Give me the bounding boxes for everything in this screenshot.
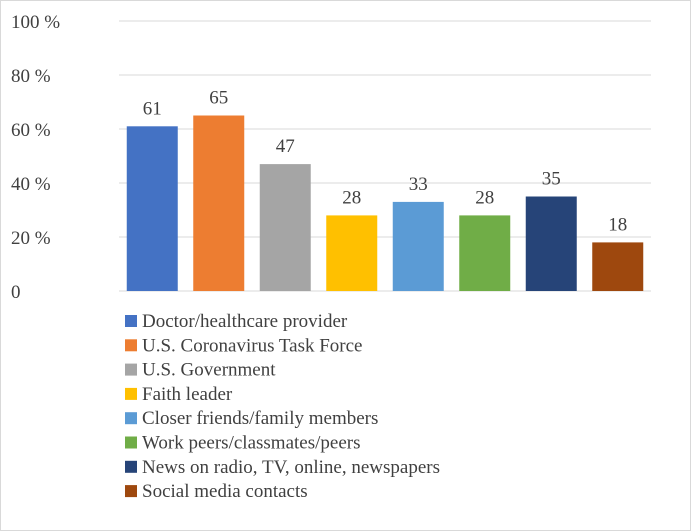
bar	[126, 126, 178, 291]
legend-label: Work peers/classmates/peers	[142, 433, 360, 454]
legend: Doctor/healthcare provider U.S. Coronavir…	[125, 311, 440, 502]
data-labels: 61 65 47 28 33 28 35 18	[143, 88, 628, 236]
bar	[326, 215, 378, 291]
legend-label: Closer friends/family members	[142, 408, 378, 429]
legend-label: U.S. Government	[142, 360, 276, 381]
data-label: 65	[209, 88, 228, 109]
legend-swatch	[125, 363, 137, 376]
legend-swatch	[125, 315, 137, 327]
y-tick-label: 40 %	[11, 174, 51, 195]
legend-swatch	[125, 387, 137, 400]
y-tick-label: 20 %	[11, 228, 51, 249]
y-tick-label: 80 %	[11, 66, 51, 87]
y-axis-ticks: 0 20 % 40 % 60 % 80 % 100 %	[11, 12, 60, 303]
data-label: 28	[342, 187, 361, 208]
legend-label: News on radio, TV, online, newspapers	[142, 457, 440, 478]
legend-swatch	[125, 485, 137, 498]
bar	[392, 201, 444, 291]
data-label: 61	[143, 98, 162, 119]
legend-swatch	[125, 412, 137, 425]
legend-swatch	[125, 460, 137, 473]
data-label: 28	[475, 187, 494, 208]
bar	[459, 215, 511, 291]
y-tick-label: 0	[11, 282, 21, 303]
bars	[126, 115, 644, 291]
y-tick-label: 100 %	[11, 12, 60, 33]
bar	[193, 115, 245, 291]
legend-swatch	[125, 436, 137, 449]
data-label: 33	[409, 174, 428, 195]
y-tick-label: 60 %	[11, 120, 51, 141]
data-label: 47	[276, 136, 295, 157]
bar	[259, 164, 311, 291]
legend-label: Doctor/healthcare provider	[142, 311, 348, 332]
data-label: 35	[542, 169, 561, 190]
legend-label: Faith leader	[142, 384, 233, 405]
legend-swatch	[125, 339, 137, 352]
legend-label: Social media contacts	[142, 481, 308, 502]
bar	[592, 242, 644, 291]
data-label: 18	[608, 214, 627, 235]
legend-label: U.S. Coronavirus Task Force	[142, 335, 363, 356]
bar	[525, 196, 577, 291]
